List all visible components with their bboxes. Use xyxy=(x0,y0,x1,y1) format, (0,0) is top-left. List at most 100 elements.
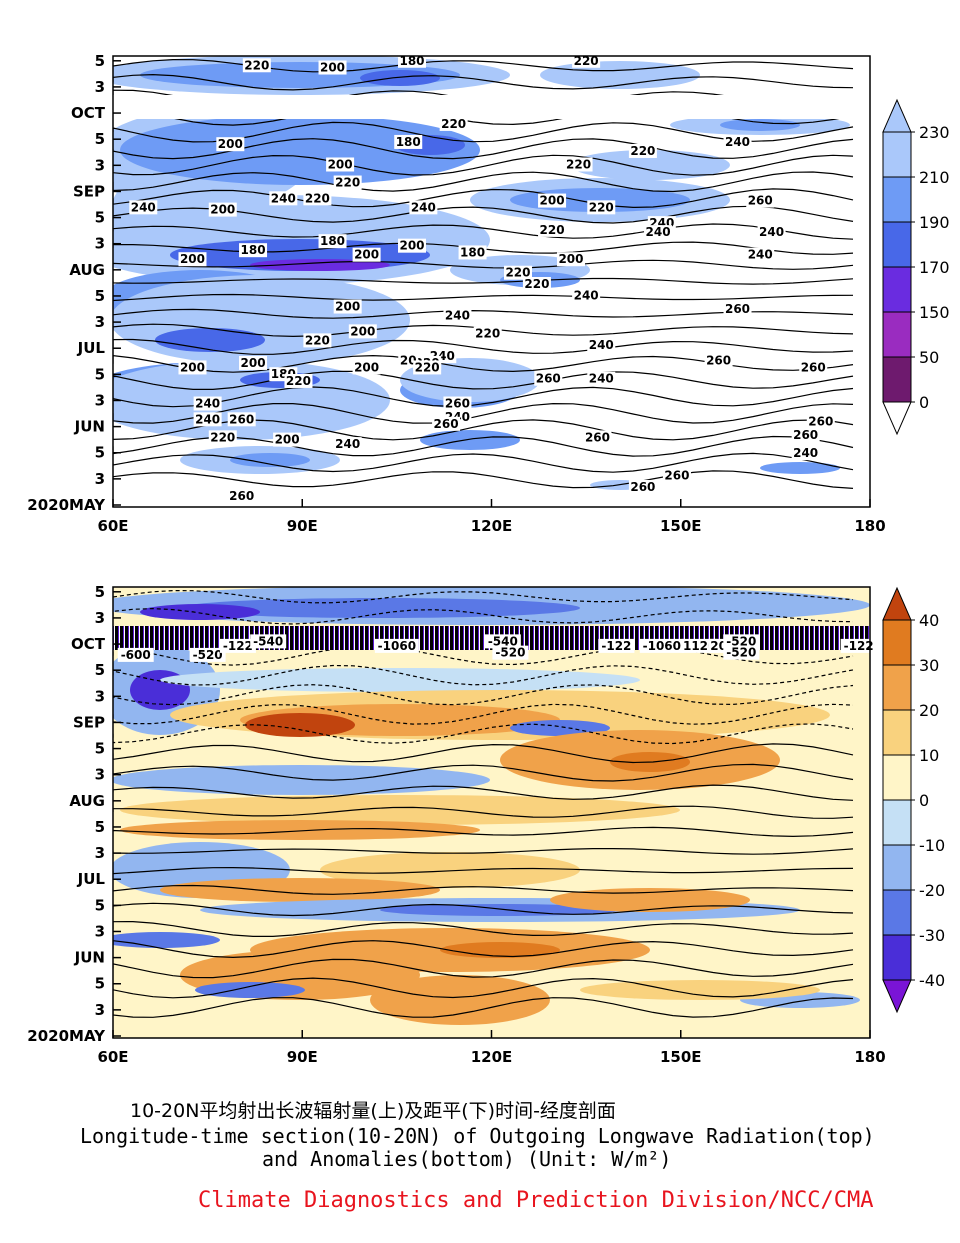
contour-label: 240 xyxy=(271,191,296,205)
contour-label: 200 xyxy=(218,137,243,151)
contour-line xyxy=(113,370,854,390)
contour-label: 240 xyxy=(589,372,614,386)
contour-label-box xyxy=(723,134,752,149)
contour-label: -540 xyxy=(253,634,283,648)
contour-line xyxy=(113,277,854,285)
contour-label-box xyxy=(564,157,593,172)
contour-line xyxy=(113,703,854,725)
y-tick-label: 3 xyxy=(95,766,105,784)
contour-label: 200 xyxy=(354,360,379,374)
contour-label-box xyxy=(250,634,287,649)
colorbar-tick-label: -40 xyxy=(919,971,945,990)
anomaly-shade-blob xyxy=(180,598,580,618)
y-tick-label: 5 xyxy=(95,818,105,836)
anomaly-shade-blob xyxy=(160,668,640,692)
y-tick-label: 5 xyxy=(95,583,105,601)
contour-line xyxy=(113,920,854,937)
contour-label-box xyxy=(398,53,427,68)
colorbar-swatch xyxy=(882,844,912,891)
contour-label: 260 xyxy=(725,302,750,316)
y-tick-label: 3 xyxy=(95,235,105,253)
contour-label: 180 xyxy=(396,135,421,149)
contour-label-box xyxy=(791,446,820,461)
contour-line xyxy=(113,223,854,240)
contour-label-box xyxy=(193,396,222,411)
contour-label: 200 xyxy=(275,433,300,447)
colorbar-tick-label: 170 xyxy=(919,258,950,277)
contour-label-box xyxy=(534,371,563,386)
colorbar-swatch xyxy=(882,266,912,313)
colorbar-swatch xyxy=(882,221,912,268)
contour-label: -122 xyxy=(601,639,631,653)
contour-label: 240 xyxy=(574,288,599,302)
colorbar-swatch xyxy=(882,934,912,981)
y-tick-label: 5 xyxy=(95,975,105,993)
contour-label-box xyxy=(538,222,567,237)
contour-label-box xyxy=(458,245,487,260)
contour-label: 240 xyxy=(748,248,773,262)
contour-label-box xyxy=(219,638,256,653)
contour-line xyxy=(113,763,854,782)
contour-line xyxy=(113,338,854,355)
colorbar-swatch xyxy=(882,311,912,358)
contour-line xyxy=(113,684,854,706)
y-tick-label: 5 xyxy=(95,444,105,462)
contour-label-box xyxy=(746,193,775,208)
y-tick-label: JUL xyxy=(77,339,106,357)
y-tick-label: 5 xyxy=(95,740,105,758)
y-tick-label: 5 xyxy=(95,661,105,679)
contour-label: -520 xyxy=(193,648,223,662)
contour-label-box xyxy=(473,326,502,341)
contour-label: 260 xyxy=(808,415,833,429)
contour-label-box xyxy=(239,243,268,258)
colorbar-tick-label: 50 xyxy=(919,348,939,367)
x-tick-label: 60E xyxy=(97,517,128,535)
contour-label: 260 xyxy=(229,412,254,426)
contour-label-box xyxy=(538,193,567,208)
contour-label: 200 xyxy=(180,360,205,374)
y-tick-label: 5 xyxy=(95,365,105,383)
colorbar-tick-label: 30 xyxy=(919,656,939,675)
olr-axes: 60E 90E 120E 150E 180 2020MAY 3 5 JUN 3 5 JUL 3 5 AUG 3… xyxy=(27,52,885,535)
y-tick-label: JUN xyxy=(74,949,105,967)
colorbar-tick-label: -30 xyxy=(919,926,945,945)
colorbar-tick-label: 210 xyxy=(919,168,950,187)
x-tick-label: 90E xyxy=(287,517,318,535)
contour-label: 240 xyxy=(195,412,220,426)
contour-label-box xyxy=(522,277,551,292)
y-tick-label: 3 xyxy=(95,313,105,331)
contour-line xyxy=(113,902,854,917)
contour-line xyxy=(113,171,854,193)
contour-label-box xyxy=(572,53,601,68)
contour-label: 220 xyxy=(475,327,500,341)
anomaly-shade-blob xyxy=(245,713,355,737)
contour-label: 240 xyxy=(195,397,220,411)
contour-label: 220 xyxy=(305,333,330,347)
contour-label-box xyxy=(723,301,752,316)
contour-label-box xyxy=(398,238,427,253)
contour-label-box xyxy=(443,396,472,411)
contour-label-box xyxy=(193,412,222,427)
contour-label: 200 xyxy=(241,356,266,370)
y-tick-label: SEP xyxy=(73,713,105,731)
credit-line: Climate Diagnostics and Prediction Divis… xyxy=(198,1188,874,1213)
contour-label: 260 xyxy=(748,194,773,208)
contour-label-box xyxy=(394,134,423,149)
contour-label-box xyxy=(587,200,616,215)
colorbar-swatch xyxy=(882,619,912,666)
olr-shade-blob xyxy=(420,430,520,450)
contour-label-box xyxy=(484,634,521,649)
contour-label-box xyxy=(598,638,635,653)
colorbar-swatch xyxy=(882,131,912,178)
contour-label-box xyxy=(284,373,313,388)
contour-label-box xyxy=(208,202,237,217)
contour-label-box xyxy=(587,371,616,386)
contour-label: 240 xyxy=(725,135,750,149)
caption-english-line2: and Anomalies(bottom) (Unit: W/m²) xyxy=(262,1147,672,1171)
contour-line xyxy=(113,866,854,875)
contour-label: 180 xyxy=(399,54,424,68)
contour-label: 240 xyxy=(646,225,671,239)
olr-shade-blob xyxy=(230,453,310,467)
contour-label-box xyxy=(439,116,468,131)
